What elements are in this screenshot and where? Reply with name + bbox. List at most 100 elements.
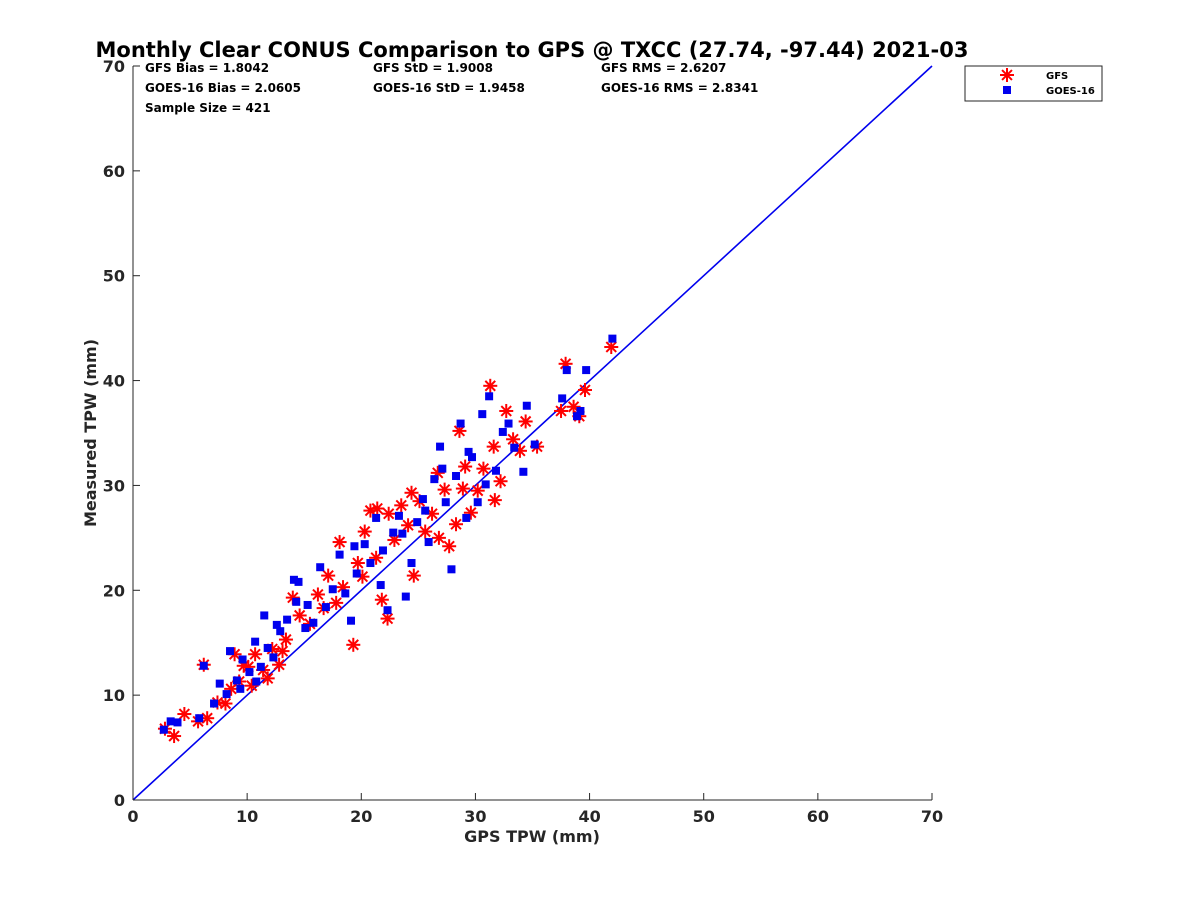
goes-16-data-point: [407, 559, 416, 568]
goes-16-data-point: [321, 603, 330, 612]
chart-title: Monthly Clear CONUS Comparison to GPS @ …: [96, 38, 969, 62]
gfs-data-point: [518, 414, 533, 429]
gfs-data-point: [455, 481, 470, 496]
goes-16-data-point: [272, 620, 281, 629]
gfs-data-point: [321, 568, 336, 583]
x-tick-label: 20: [350, 807, 372, 826]
goes-16-data-point: [335, 550, 344, 559]
goes-std-text: GOES-16 StD = 1.9458: [373, 81, 525, 95]
gfs-data-point: [350, 556, 365, 571]
gfs-data-point: [167, 729, 182, 744]
y-axis-ticks: 0 10 20 30 40 50 60 70: [103, 57, 140, 810]
goes-16-data-point: [389, 528, 398, 537]
goes-16-data-point: [289, 575, 298, 584]
gfs-bias-text: GFS Bias = 1.8042: [145, 61, 269, 75]
goes-16-data-point: [519, 467, 528, 476]
goes-16-data-point: [232, 676, 241, 685]
x-tick-label: 70: [921, 807, 943, 826]
goes-16-data-point: [378, 546, 387, 555]
y-tick-label: 40: [103, 372, 125, 391]
x-tick-label: 50: [693, 807, 715, 826]
y-tick-label: 30: [103, 476, 125, 495]
plot-area: 0 10 20 30 40 50 60 70 0 10 20 30 40 50 60 70: [103, 57, 943, 826]
goes-16-data-point: [413, 518, 422, 527]
gfs-data-point: [272, 657, 287, 672]
gfs-data-point: [578, 383, 593, 398]
gfs-data-point: [177, 707, 192, 722]
gfs-data-point: [442, 539, 457, 554]
goes-16-data-point: [366, 559, 375, 568]
legend-goes-16-marker: [1003, 86, 1011, 94]
goes-16-data-point: [573, 412, 582, 421]
y-tick-label: 60: [103, 162, 125, 181]
legend-box: [964, 65, 1103, 102]
goes-16-data-point: [510, 443, 519, 452]
gfs-data-point: [332, 535, 347, 550]
gfs-data-point: [604, 340, 619, 355]
goes-16-data-point: [558, 394, 567, 403]
goes-16-data-point: [424, 538, 433, 547]
gfs-data-point: [437, 482, 452, 497]
gfs-data-point: [554, 403, 569, 418]
gfs-data-point: [380, 611, 395, 626]
goes-16-data-point: [341, 589, 350, 598]
gfs-data-point: [486, 439, 501, 454]
x-tick-label: 40: [578, 807, 600, 826]
gfs-data-point: [499, 403, 514, 418]
gfs-data-point: [310, 587, 325, 602]
goes-16-data-point: [447, 565, 456, 574]
goes-16-data-point: [347, 616, 356, 625]
goes-16-data-point: [452, 471, 461, 480]
legend-goes-16-square-icon: [1003, 86, 1011, 94]
y-tick-label: 0: [114, 791, 125, 810]
gfs-data-point: [329, 595, 344, 610]
goes-16-data-point: [360, 540, 369, 549]
goes-16-data-point: [421, 506, 430, 515]
gfs-data-point: [370, 501, 385, 516]
goes-16-data-point: [269, 653, 278, 662]
x-axis-ticks: 0 10 20 30 40 50 60 70: [127, 793, 943, 826]
goes-16-data-point: [530, 440, 539, 449]
goes-16-data-point: [252, 677, 261, 686]
goes-16-data-point: [478, 410, 487, 419]
gfs-data-point: [476, 461, 491, 476]
gfs-data-point: [401, 518, 416, 533]
y-tick-label: 20: [103, 581, 125, 600]
gfs-data-point: [418, 524, 433, 539]
y-tick-label: 70: [103, 57, 125, 76]
x-tick-label: 30: [464, 807, 486, 826]
goes-16-data-point: [159, 725, 168, 734]
goes-16-data-point: [436, 442, 445, 451]
gfs-data-point: [404, 485, 419, 500]
gfs-data-point: [394, 498, 409, 513]
statistics-annotations: GFS Bias = 1.8042 GFS StD = 1.9008 GFS R…: [145, 61, 758, 115]
gfs-data-point: [483, 378, 498, 393]
gfs-data-point: [357, 524, 372, 539]
gfs-data-point: [248, 647, 263, 662]
gfs-data-point: [278, 632, 293, 647]
goes-16-data-point: [438, 464, 447, 473]
goes-16-data-point: [309, 618, 318, 627]
goes-16-data-point: [464, 447, 473, 456]
goes-16-data-point: [199, 661, 208, 670]
gfs-data-point: [260, 671, 275, 686]
legend-gfs-asterisk-icon: [1000, 68, 1014, 82]
goes-16-data-point: [301, 624, 310, 633]
gfs-series: [157, 340, 619, 744]
gfs-data-point: [346, 637, 361, 652]
y-tick-label: 10: [103, 686, 125, 705]
goes-16-data-point: [195, 714, 204, 723]
goes-16-data-point: [276, 627, 285, 636]
gfs-data-point: [406, 568, 421, 583]
goes-16-data-point: [456, 419, 465, 428]
goes-16-data-point: [401, 592, 410, 601]
goes-bias-text: GOES-16 Bias = 2.0605: [145, 81, 301, 95]
goes-16-data-point: [481, 480, 490, 489]
y-tick-label: 50: [103, 267, 125, 286]
goes-16-data-point: [352, 569, 361, 578]
goes-16-data-point: [245, 668, 254, 677]
goes-16-data-point: [166, 717, 175, 726]
goes-16-series: [159, 334, 617, 734]
gfs-rms-text: GFS RMS = 2.6207: [601, 61, 726, 75]
